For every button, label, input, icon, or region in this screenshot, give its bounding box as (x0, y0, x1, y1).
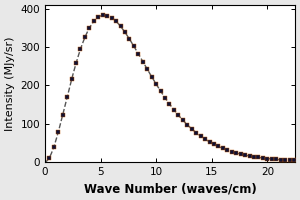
Point (87, 26, 92, 30)
Point (260, 156, 265, 160)
Point (82, 36, 87, 39)
Point (149, 75, 154, 78)
Point (198, 134, 203, 138)
Point (287, 159, 292, 162)
Point (140, 60, 145, 63)
Y-axis label: Intensity (MJy/sr): Intensity (MJy/sr) (5, 36, 15, 131)
Point (216, 145, 221, 148)
Point (256, 156, 261, 159)
Point (234, 151, 239, 155)
Point (252, 155, 256, 158)
Point (265, 157, 270, 160)
Point (136, 52, 141, 55)
X-axis label: Wave Number (waves/cm): Wave Number (waves/cm) (84, 182, 256, 195)
Point (203, 138, 208, 141)
Point (163, 96, 167, 99)
Point (92, 20, 96, 23)
Point (292, 159, 296, 162)
Point (220, 147, 225, 150)
Point (172, 108, 176, 111)
Point (194, 131, 199, 134)
Point (189, 127, 194, 130)
Point (243, 154, 248, 157)
Point (212, 143, 216, 146)
Point (278, 158, 283, 161)
Point (123, 31, 128, 34)
Point (56, 130, 61, 134)
Point (176, 114, 181, 117)
Point (238, 153, 243, 156)
Point (185, 123, 190, 126)
Point (229, 150, 234, 153)
Point (269, 157, 274, 161)
Point (105, 14, 110, 17)
Point (60, 113, 65, 116)
Point (78, 48, 83, 51)
Point (154, 82, 158, 86)
Point (283, 158, 287, 162)
Point (158, 89, 163, 93)
Point (65, 95, 70, 99)
Point (100, 14, 105, 17)
Point (114, 20, 118, 23)
Point (207, 140, 212, 143)
Point (47, 156, 52, 159)
Point (131, 45, 136, 48)
Point (127, 37, 132, 41)
Point (74, 62, 78, 65)
Point (69, 78, 74, 81)
Point (145, 68, 150, 71)
Point (225, 149, 230, 152)
Point (274, 158, 279, 161)
Point (167, 102, 172, 106)
Point (51, 145, 56, 149)
Point (118, 25, 123, 28)
Point (96, 16, 101, 19)
Point (109, 16, 114, 19)
Point (247, 154, 252, 158)
Point (180, 119, 185, 122)
